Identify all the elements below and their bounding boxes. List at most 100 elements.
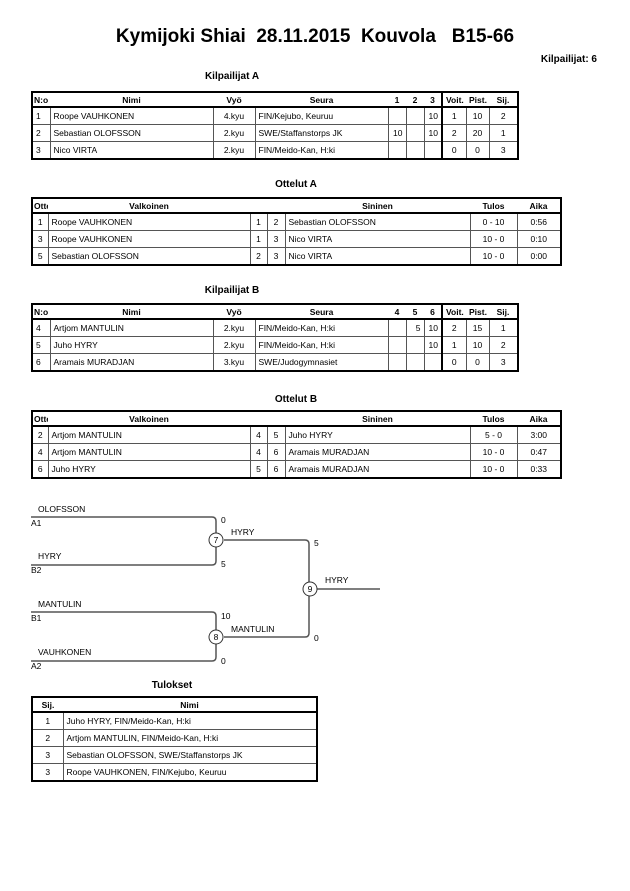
table-cell: 3	[266, 230, 286, 248]
table-cell: 1	[441, 336, 467, 354]
matches-b-title: Ottelut B	[274, 394, 318, 405]
table-cell: 10	[423, 336, 443, 354]
table-cell: Sebastian OLOFSSON	[284, 212, 471, 231]
table-cell: 1	[441, 106, 467, 125]
table-cell: Artjom MANTULIN	[49, 318, 214, 337]
table-row: 4 Artjom MANTULIN 2.kyu FIN/Meido-Kan, H:ki…	[31, 318, 519, 337]
table-cell	[387, 318, 407, 337]
table-cell: 1	[31, 212, 49, 231]
table-cell: Roope VAUHKONEN	[47, 230, 251, 248]
table-cell: 2	[488, 106, 519, 125]
column-header: Nimi	[50, 92, 213, 108]
bracket-line-b2	[31, 547, 217, 566]
column-header: Nimi	[50, 304, 213, 320]
column-header: Valkoinen	[48, 411, 250, 427]
table-cell	[387, 141, 407, 160]
table-cell: 4.kyu	[212, 106, 256, 125]
bracket-line-semi-8	[224, 596, 310, 638]
entry-name: OLOFSSON	[38, 504, 85, 514]
table-cell	[387, 353, 407, 372]
table-cell: Nico VIRTA	[49, 141, 214, 160]
header-row: N:o Nimi Vyö Seura 1 2 3 Voit. Pist. Sij.	[32, 92, 518, 108]
table-cell: 4	[31, 443, 49, 461]
bracket: 7 8 9 OLOFSSON A1 0 HYRY B2 5 MANTULIN B…	[31, 504, 380, 671]
table-cell	[405, 353, 425, 372]
table-cell: 5	[405, 318, 425, 337]
table-cell: 3	[266, 247, 286, 266]
semi-score: 0	[314, 633, 319, 643]
table-cell: SWE/Judogymnasiet	[254, 353, 389, 372]
table-cell: 0:10	[516, 230, 562, 248]
entry-name: MANTULIN	[38, 599, 81, 609]
table-cell: 5	[31, 336, 51, 354]
table-cell: 2.kyu	[212, 141, 256, 160]
entry-score: 0	[221, 656, 226, 666]
table-cell: 5 - 0	[469, 425, 518, 444]
entry-score: 5	[221, 559, 226, 569]
pool-b-title: Kilpailijat B	[204, 285, 260, 296]
table-cell: 3	[488, 353, 519, 372]
column-header	[250, 198, 267, 214]
table-cell: 0	[465, 141, 490, 160]
competitors-count: Kilpailijat: 6	[540, 54, 597, 65]
column-header: Vyö	[213, 304, 255, 320]
table-cell: 10 - 0	[469, 443, 518, 461]
table-cell: Nico VIRTA	[284, 247, 471, 266]
table-cell: Aramais MURADJAN	[284, 460, 471, 479]
table-cell: 2	[266, 212, 286, 231]
table-cell: 5	[31, 247, 49, 266]
table-cell: 3	[31, 141, 51, 160]
table-cell: SWE/Staffanstorps JK	[254, 124, 389, 142]
table-cell: Sebastian OLOFSSON, SWE/Staffanstorps JK	[62, 746, 318, 764]
table-cell: Sebastian OLOFSSON	[49, 124, 214, 142]
table-row: 5 Juho HYRY 2.kyu FIN/Meido-Kan, H:ki 10 1 10 2	[31, 336, 519, 354]
table-cell: 2	[441, 124, 467, 142]
pool-a-table: N:o Nimi Vyö Seura 1 2 3 Voit. Pist. Sij. 1 Roope V…	[31, 91, 519, 160]
column-header: Aika	[517, 411, 561, 427]
column-header: Sij.	[489, 92, 518, 108]
table-row: 1 Juho HYRY, FIN/Meido-Kan, H:ki	[31, 711, 318, 730]
table-cell: 2	[31, 425, 49, 444]
column-header	[267, 411, 285, 427]
column-header: 6	[424, 304, 442, 320]
table-cell: 2.kyu	[212, 336, 256, 354]
table-cell: 0:47	[516, 443, 562, 461]
column-header: Aika	[517, 198, 561, 214]
matches-b-table: OtteluValkoinenSininenTulosAika2Artjom M…	[31, 410, 562, 479]
table-cell: Roope VAUHKONEN, FIN/Kejubo, Keuruu	[62, 763, 318, 782]
entry-score: 0	[221, 515, 226, 525]
table-cell: 6	[31, 353, 51, 372]
header-row: N:o Nimi Vyö Seura 4 5 6 Voit. Pist. Sij.	[32, 304, 518, 320]
match-number: 8	[214, 632, 219, 642]
column-header: Valkoinen	[48, 198, 250, 214]
table-cell: Roope VAUHKONEN	[47, 212, 251, 231]
entry-seed: B2	[31, 565, 42, 575]
bracket-line-a1	[31, 516, 217, 533]
table-cell: Aramais MURADJAN	[284, 443, 471, 461]
table-row: 1 Roope VAUHKONEN 1 2 Sebastian OLOFSSON 0 - …	[31, 212, 562, 231]
entry-seed: A2	[31, 661, 42, 671]
match-number: 7	[214, 535, 219, 545]
header-row: Sij. Nimi	[32, 697, 317, 713]
pool-b-table: N:o Nimi Vyö Seura 4 5 6 Voit. Pist. Sij. 4 Artjom …	[31, 303, 519, 372]
bracket-line-semi-7	[224, 539, 310, 582]
table-cell	[423, 353, 443, 372]
table-cell: 2.kyu	[212, 124, 256, 142]
table-cell: 0:00	[516, 247, 562, 266]
table-row: 6 Juho HYRY 5 6 Aramais MURADJAN 10 - 0 0:33	[31, 460, 562, 479]
column-header: Sininen	[285, 198, 470, 214]
table-cell: 2.kyu	[212, 318, 256, 337]
table-row: 5 Sebastian OLOFSSON 2 3 Nico VIRTA 10 - 0 0:0…	[31, 247, 562, 266]
table-cell	[405, 106, 425, 125]
table-cell: 10	[423, 106, 443, 125]
table-cell: 0:56	[516, 212, 562, 231]
column-header: Sij.	[32, 697, 63, 713]
table-cell: 5	[266, 425, 286, 444]
table-cell: 6	[266, 460, 286, 479]
entry-seed: B1	[31, 613, 42, 623]
column-header: Sininen	[285, 411, 470, 427]
table-cell: 2	[441, 318, 467, 337]
table-cell: 10 - 0	[469, 247, 518, 266]
column-header: Seura	[255, 92, 388, 108]
table-cell	[405, 141, 425, 160]
